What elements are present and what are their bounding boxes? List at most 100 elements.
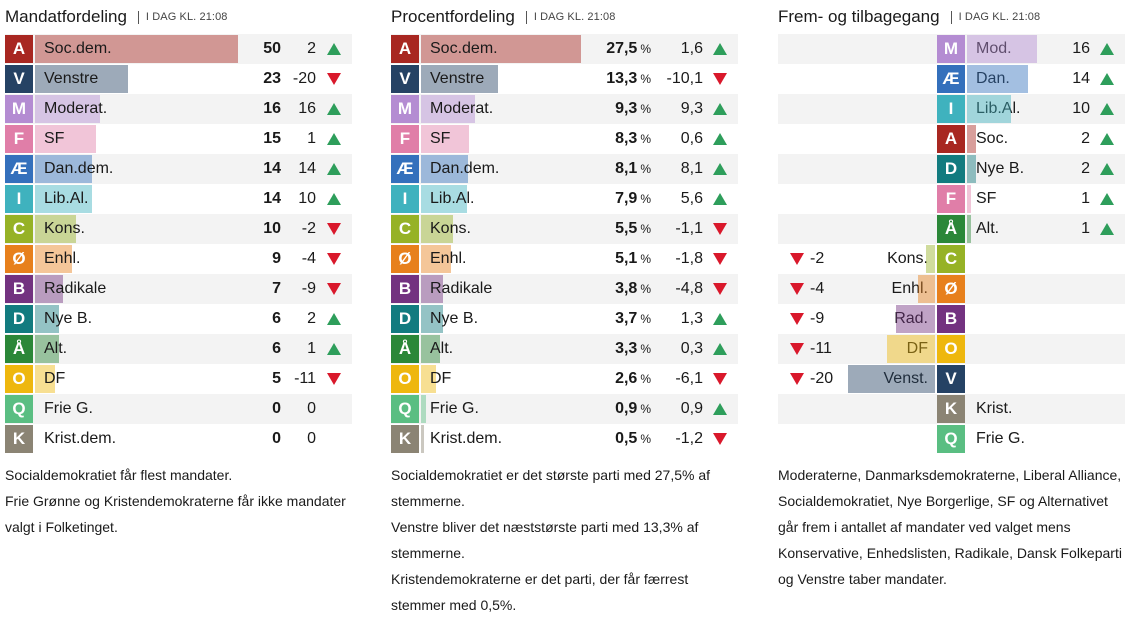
table-row: D Nye B. 3,7% 1,3 (391, 304, 738, 334)
table-row: B Rad. -9 (778, 304, 1125, 334)
party-letter: Ø (5, 245, 33, 273)
party-change: -1,2 (675, 430, 703, 447)
party-value: 3,3% (587, 334, 651, 364)
note-line: Frie Grønne og Kristendemokraterne får i… (5, 493, 346, 535)
party-letter: D (937, 155, 965, 183)
triangle-up-icon (713, 163, 727, 175)
value-number: 27,5 (606, 40, 638, 57)
party-name: Frie G. (976, 430, 1025, 447)
change-bar (917, 275, 935, 303)
panel-notes: Socialdemokratiet er det største parti m… (391, 462, 738, 618)
value-number: 0,9 (615, 400, 638, 417)
party-letter: I (937, 95, 965, 123)
change-bar (895, 305, 935, 333)
value-bar (421, 365, 437, 393)
value-bar (35, 125, 96, 153)
value-number: 0 (272, 400, 281, 417)
party-change: 0,6 (680, 130, 703, 147)
mandat-rows: A Soc.dem. 50 2 V Venstre 23 -20 M Moderat. 16 16 F S… (5, 34, 352, 454)
party-change: 14 (1072, 70, 1090, 87)
timestamp: I DAG KL. 21:08 (145, 11, 228, 23)
value-unit: % (640, 42, 651, 56)
value-number: 9,3 (615, 100, 638, 117)
value-bar (421, 125, 470, 153)
party-name: Lib.Al. (44, 190, 89, 207)
party-letter: Æ (391, 155, 419, 183)
party-value: 15 (233, 124, 281, 154)
value-bar (421, 65, 499, 93)
party-name: Dan.dem. (430, 160, 500, 177)
party-change: 16 (298, 100, 316, 117)
party-change: 5,6 (680, 190, 703, 207)
party-name: Dan. (976, 70, 1010, 87)
party-value: 0,5% (587, 424, 651, 454)
party-name: DF (430, 370, 452, 387)
value-number: 8,1 (615, 160, 638, 177)
table-row: A Soc.dem. 27,5% 1,6 (391, 34, 738, 64)
party-letter: V (391, 65, 419, 93)
party-change: 0,3 (680, 340, 703, 357)
table-row: Æ Dan.dem. 14 14 (5, 154, 352, 184)
party-value: 5,5% (587, 214, 651, 244)
value-unit: % (640, 402, 651, 416)
party-name: Frie G. (44, 400, 93, 417)
party-change: 1,6 (680, 40, 703, 57)
table-row: D Nye B. 2 (778, 154, 1125, 184)
triangle-up-icon (327, 193, 341, 205)
party-letter: K (937, 395, 965, 423)
party-letter: Ø (391, 245, 419, 273)
triangle-up-icon (327, 313, 341, 325)
value-unit: % (640, 432, 651, 446)
change-bar (967, 65, 1028, 93)
value-bar (421, 215, 453, 243)
table-row: Ø Enhl. 5,1% -1,8 (391, 244, 738, 274)
party-name: DF (906, 340, 928, 357)
party-letter: O (391, 365, 419, 393)
party-value: 14 (233, 184, 281, 214)
table-row: M Mod. 16 (778, 34, 1125, 64)
party-change: 2 (307, 310, 316, 327)
value-unit: % (640, 312, 651, 326)
value-unit: % (640, 192, 651, 206)
party-letter: A (5, 35, 33, 63)
value-bar (421, 425, 424, 453)
party-letter: A (391, 35, 419, 63)
value-unit: % (640, 342, 651, 356)
party-change: 1,3 (680, 310, 703, 327)
triangle-down-icon (713, 283, 727, 295)
value-bar (35, 95, 100, 123)
table-row: K Krist. (778, 394, 1125, 424)
party-name: DF (44, 370, 66, 387)
table-row: Q Frie G. 0,9% 0,9 (391, 394, 738, 424)
party-value: 7,9% (587, 184, 651, 214)
party-letter: Q (937, 425, 965, 453)
party-name: Venst. (883, 370, 928, 387)
value-bar (421, 275, 444, 303)
timestamp: I DAG KL. 21:08 (958, 11, 1041, 23)
party-letter: F (5, 125, 33, 153)
party-value: 13,3% (587, 64, 651, 94)
value-bar (421, 395, 427, 423)
party-change: -1,1 (675, 220, 703, 237)
triangle-down-icon (713, 73, 727, 85)
party-name: Rad. (894, 310, 928, 327)
party-name: Nye B. (430, 310, 479, 327)
party-value: 50 (233, 34, 281, 64)
value-unit: % (640, 282, 651, 296)
triangle-up-icon (1100, 223, 1114, 235)
panel-procentfordeling: Procentfordeling I DAG KL. 21:08 A Soc.de… (391, 0, 738, 618)
party-value: 10 (233, 214, 281, 244)
party-value: 3,7% (587, 304, 651, 334)
value-number: 14 (263, 190, 281, 207)
value-bar (421, 95, 476, 123)
change-bar (967, 35, 1037, 63)
party-name: Soc.dem. (430, 40, 498, 57)
table-row: F SF 1 (778, 184, 1125, 214)
party-letter: O (5, 365, 33, 393)
party-letter: A (937, 125, 965, 153)
party-name: Alt. (44, 340, 68, 357)
table-row: F SF 8,3% 0,6 (391, 124, 738, 154)
table-row: I Lib.Al. 14 10 (5, 184, 352, 214)
value-unit: % (640, 72, 651, 86)
party-letter: K (5, 425, 33, 453)
